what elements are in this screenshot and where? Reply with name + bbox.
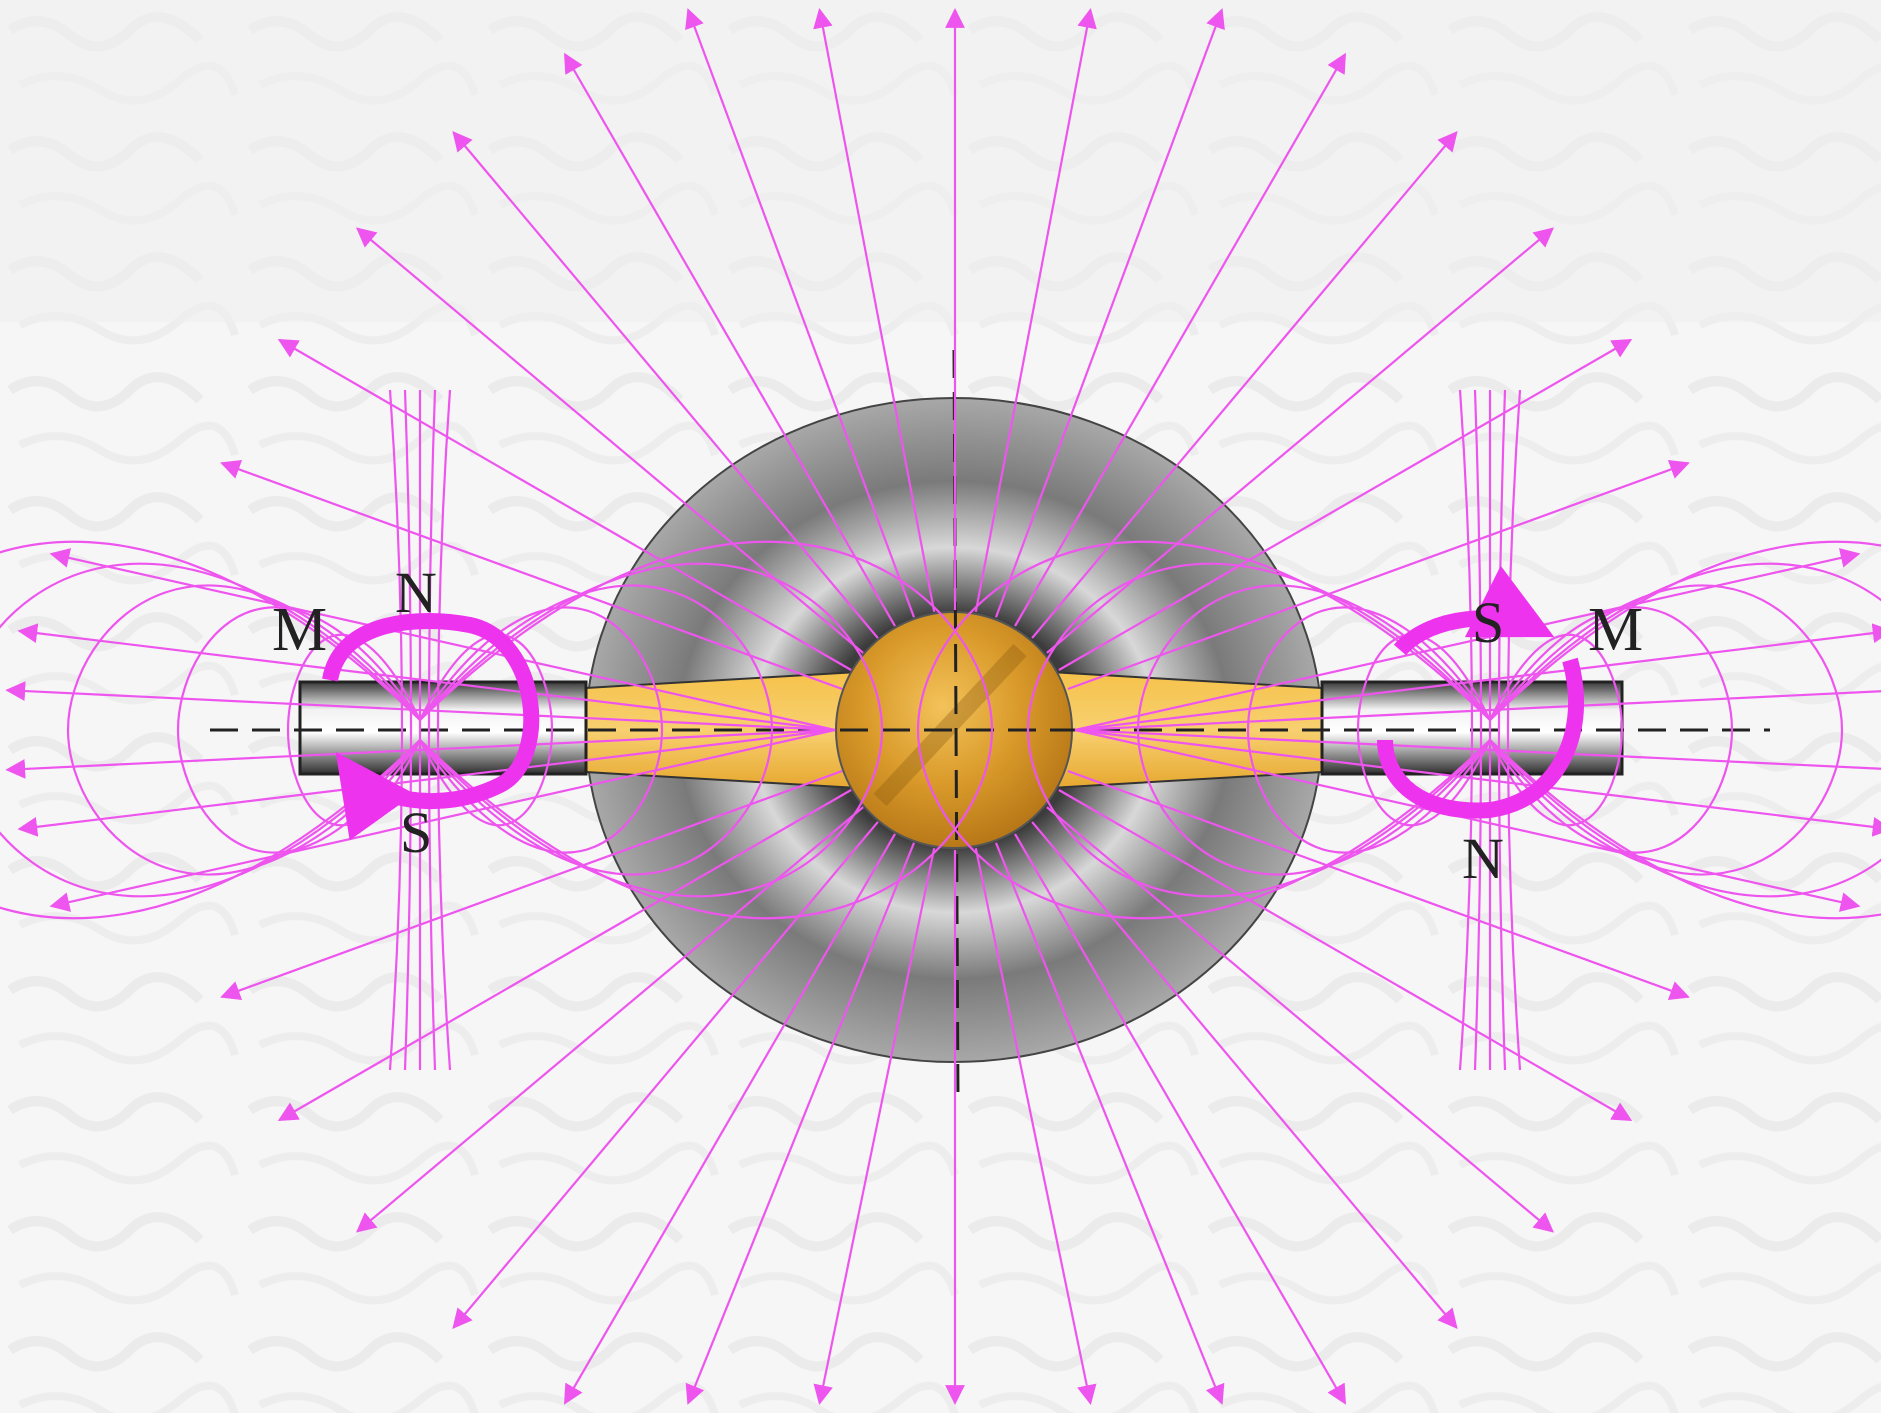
label-right-n: N xyxy=(1462,826,1504,891)
right-rotation-arrow xyxy=(1377,618,1576,819)
label-right-m: M xyxy=(1588,596,1643,664)
radial-field-line xyxy=(974,8,1097,613)
radial-field-line xyxy=(1074,690,1881,732)
pole-field-line xyxy=(388,389,404,1071)
label-left-m: M xyxy=(272,596,327,664)
dipole-loop xyxy=(1026,562,1491,898)
dipole-loop xyxy=(419,584,774,876)
radial-field-line xyxy=(277,339,852,671)
radial-field-line xyxy=(1074,728,1881,770)
radial-field-line xyxy=(1046,227,1555,654)
pole-field-line xyxy=(1497,389,1507,1071)
radial-field-line xyxy=(994,8,1225,618)
radial-field-line xyxy=(49,728,836,912)
radial-field-line xyxy=(564,52,896,627)
pole-field-line xyxy=(436,389,452,1071)
core-stripe xyxy=(873,643,1027,807)
radial-field-line xyxy=(1074,728,1881,837)
radial-field-line xyxy=(685,8,916,618)
pole-field-line xyxy=(427,389,437,1071)
pole-field-line xyxy=(1458,389,1474,1071)
dipole-loop xyxy=(419,562,884,898)
dipole-loop xyxy=(66,584,421,876)
radial-field-line xyxy=(355,806,864,1233)
radial-field-line xyxy=(355,227,864,654)
radial-field-line xyxy=(813,847,936,1405)
radial-field-line xyxy=(994,842,1225,1405)
left-rotation-arrow xyxy=(322,613,540,841)
radial-field-line xyxy=(813,8,936,613)
radial-field-line xyxy=(1031,821,1458,1330)
dipole-loop xyxy=(916,540,1491,920)
radial-field-line xyxy=(5,728,836,779)
dipole-loop xyxy=(419,540,994,920)
upper-band xyxy=(0,0,1881,322)
radial-field-line xyxy=(564,833,896,1405)
radial-field-line xyxy=(452,821,879,1330)
radial-field-line xyxy=(1046,806,1555,1233)
radial-field-line xyxy=(452,130,879,639)
pole-field-line xyxy=(403,389,413,1071)
label-left-s: S xyxy=(400,800,432,865)
radial-field-line xyxy=(49,548,836,732)
radial-field-line xyxy=(1067,459,1690,691)
radial-field-line xyxy=(5,681,836,732)
dipole-loop xyxy=(1489,540,1881,920)
dipole-loop xyxy=(1489,584,1844,876)
radial-field-line xyxy=(220,459,843,691)
dipole-loop xyxy=(1136,584,1491,876)
field-lines xyxy=(0,8,1881,1405)
radial-field-line xyxy=(1014,52,1346,627)
dipole-loop xyxy=(0,562,421,898)
radial-field-line xyxy=(1031,130,1458,639)
radial-field-line xyxy=(17,623,836,732)
radial-field-line xyxy=(220,769,843,1001)
radial-field-line xyxy=(1067,769,1690,1001)
radial-field-line xyxy=(685,842,916,1405)
radial-field-line xyxy=(1014,833,1346,1405)
label-right-s: S xyxy=(1472,590,1504,655)
radial-field-line xyxy=(974,847,1097,1405)
radial-field-line xyxy=(1058,339,1633,671)
radial-field-line xyxy=(1058,789,1633,1121)
dipole-loop xyxy=(1489,562,1881,898)
label-left-n: N xyxy=(395,560,437,625)
radial-field-line xyxy=(277,789,852,1121)
pole-field-line xyxy=(1506,389,1522,1071)
pole-field-line xyxy=(1473,389,1483,1071)
dipole-loop xyxy=(0,540,421,920)
radial-field-line xyxy=(17,728,836,837)
